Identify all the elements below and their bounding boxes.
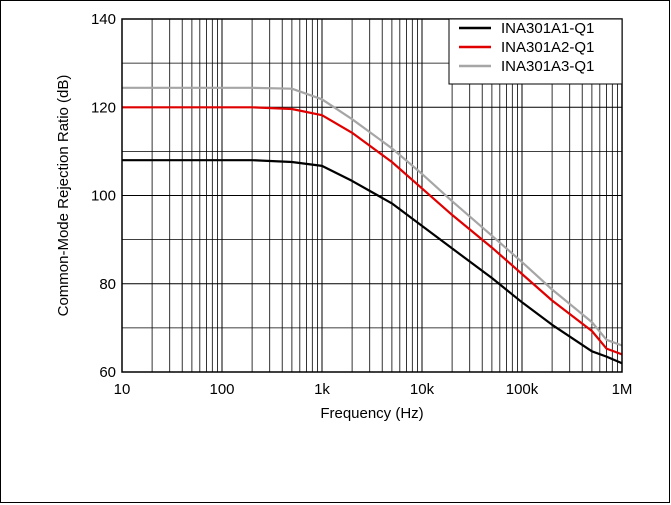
y-tick-label: 100 — [91, 188, 116, 205]
tick-labels: 10 100 1k 10k 100k 1M 60 80 100 120 140 — [91, 11, 632, 398]
series-line — [122, 86, 623, 347]
y-tick-label: 140 — [91, 11, 116, 28]
y-tick-label: 80 — [99, 276, 116, 293]
series-line — [122, 159, 623, 365]
x-tick-label: 1M — [612, 381, 633, 398]
x-axis-label: Frequency (Hz) — [320, 405, 423, 422]
y-axis-label: Common-Mode Rejection Ratio (dB) — [55, 75, 72, 317]
x-tick-label: 100 — [209, 381, 234, 398]
legend-box — [448, 18, 623, 85]
legend-label: INA301A3-Q1 — [501, 58, 594, 75]
x-tick-label: 10k — [410, 381, 435, 398]
plot-area-border — [121, 18, 623, 373]
y-tick-label: 60 — [99, 364, 116, 381]
legend-label: INA301A2-Q1 — [501, 39, 594, 56]
series-lines — [122, 86, 623, 365]
legend: INA301A1-Q1 INA301A2-Q1 INA301A3-Q1 — [448, 18, 623, 85]
series-line — [122, 106, 623, 356]
y-tick-label: 120 — [91, 99, 116, 116]
legend-label: INA301A1-Q1 — [501, 20, 594, 37]
x-tick-label: 10 — [114, 381, 131, 398]
x-tick-label: 1k — [314, 381, 330, 398]
x-tick-label: 100k — [506, 381, 539, 398]
